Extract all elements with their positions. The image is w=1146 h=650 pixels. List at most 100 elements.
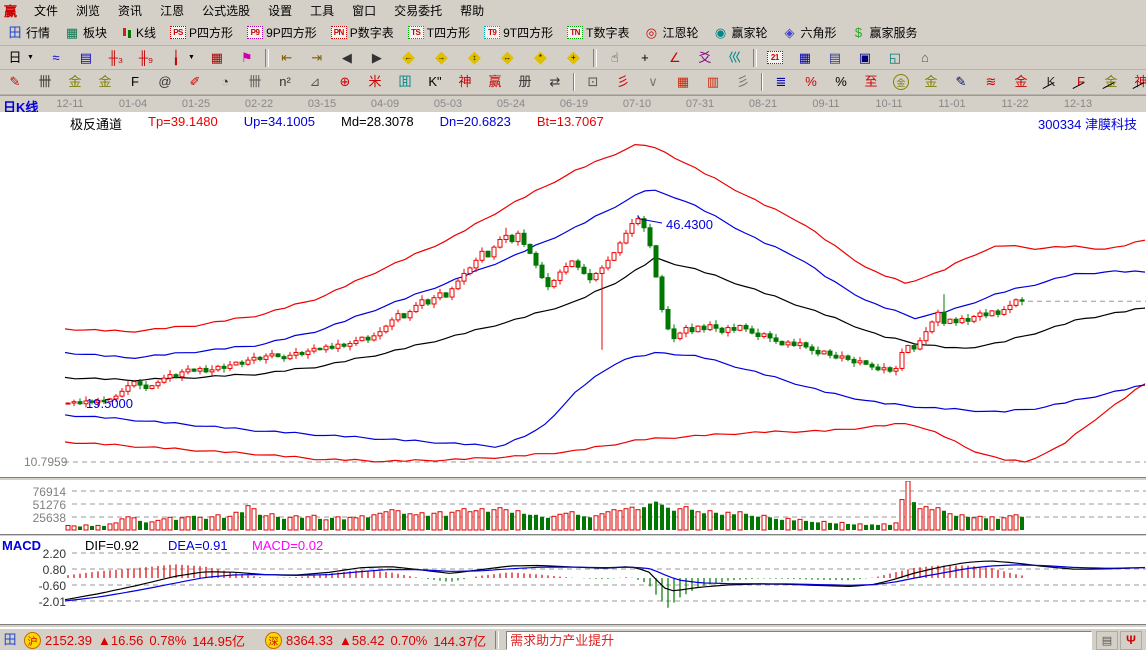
- period-day-dropdown-icon[interactable]: ▼: [27, 54, 34, 61]
- flag-mark-button[interactable]: ⚑: [233, 46, 261, 70]
- shen-grid-button[interactable]: 神: [451, 70, 479, 94]
- gold-circle-button[interactable]: 金: [887, 70, 915, 94]
- system-tool-button[interactable]: ⌂: [911, 46, 939, 70]
- gold-grid-2-button[interactable]: 金: [91, 70, 119, 94]
- k-notation-button[interactable]: K": [421, 70, 449, 94]
- grid-red-1-button[interactable]: ▦: [669, 70, 697, 94]
- web-square-button[interactable]: 囬: [391, 70, 419, 94]
- 9p-square-button[interactable]: P9 9P四方形: [241, 21, 323, 45]
- tool-teal-button[interactable]: 巛: [721, 46, 749, 70]
- v-lines-button[interactable]: ∨: [639, 70, 667, 94]
- t-number-table-button[interactable]: TN T数字表: [561, 21, 635, 45]
- macd-panel[interactable]: MACD DIF=0.92 DEA=0.91 MACD=0.02 2.20 0.…: [0, 537, 1146, 624]
- pencil-button[interactable]: ✎: [1, 70, 29, 94]
- bars-9-button[interactable]: ╫₉: [132, 46, 160, 70]
- page-prev-button[interactable]: ◀: [333, 46, 361, 70]
- pencil-2-button[interactable]: ✐: [181, 70, 209, 94]
- quotes-grid-icon[interactable]: 田: [3, 632, 17, 647]
- shanghai-badge-icon[interactable]: 沪: [24, 631, 41, 649]
- hand-drag-button[interactable]: ☝: [601, 46, 629, 70]
- percent-button[interactable]: %: [827, 70, 855, 94]
- t-square-button[interactable]: TS T四方形: [402, 21, 476, 45]
- 9t-square-button[interactable]: T9 9T四方形: [478, 21, 559, 45]
- news-ticker[interactable]: 需求助力产业提升: [506, 630, 1092, 650]
- sectors-button[interactable]: ▦ 板块: [58, 21, 113, 45]
- box-select-button[interactable]: ⊡: [579, 70, 607, 94]
- parallel-lines-button[interactable]: 彡: [729, 70, 757, 94]
- menu-item-tools[interactable]: 工具: [310, 3, 335, 18]
- menu-item-file[interactable]: 文件: [34, 3, 59, 18]
- wave-red-button[interactable]: ≋: [977, 70, 1005, 94]
- calculator-button[interactable]: ▦: [791, 46, 819, 70]
- gold-grid-1-button[interactable]: 金: [61, 70, 89, 94]
- kline-button[interactable]: K线: [115, 21, 162, 45]
- diamond-cross-button[interactable]: +: [558, 46, 589, 70]
- ying-grid-button[interactable]: 赢: [481, 70, 509, 94]
- zigzag-view-button[interactable]: ≈: [42, 46, 70, 70]
- menu-item-info[interactable]: 资讯: [118, 3, 143, 18]
- snapshot-button[interactable]: ◱: [881, 46, 909, 70]
- angle-shen-button[interactable]: 神: [1127, 70, 1146, 94]
- star-web-button[interactable]: 米: [361, 70, 389, 94]
- span-measure-button[interactable]: ⇄: [541, 70, 569, 94]
- menu-item-gann[interactable]: 江恩: [160, 3, 185, 18]
- shenzhen-badge-icon[interactable]: 深: [265, 631, 283, 649]
- panel-separator-2[interactable]: [0, 534, 1146, 537]
- tool-purple-button[interactable]: 爻: [691, 46, 719, 70]
- menu-item-formula-stock-pick[interactable]: 公式选股: [202, 3, 251, 18]
- gold-level-button[interactable]: 金: [917, 70, 945, 94]
- stats-bars-button[interactable]: ≣: [767, 70, 795, 94]
- diamond-horiz-button[interactable]: ↔: [492, 46, 523, 70]
- diamond-vert-button[interactable]: ↕: [459, 46, 490, 70]
- angle-k-button[interactable]: K: [1037, 70, 1065, 94]
- pattern-grid-button[interactable]: ▦: [203, 46, 231, 70]
- gann-wheel-button[interactable]: ◎ 江恩轮: [637, 21, 704, 45]
- angle-gold-button[interactable]: 金: [1097, 70, 1125, 94]
- angle-measure-button[interactable]: ∠: [661, 46, 689, 70]
- spiral-button[interactable]: @: [151, 70, 179, 94]
- menu-item-settings[interactable]: 设置: [268, 3, 293, 18]
- menu-item-browse[interactable]: 浏览: [76, 3, 101, 18]
- save-disk-button[interactable]: ▣: [851, 46, 879, 70]
- grid-red-2-button[interactable]: ▥: [699, 70, 727, 94]
- first-page-button[interactable]: ⇤: [273, 46, 301, 70]
- diamond-star-button[interactable]: *: [525, 46, 556, 70]
- info-panel-button[interactable]: ▤: [72, 46, 100, 70]
- menu-item-trade-order[interactable]: 交易委托: [394, 3, 443, 18]
- f-grid-button[interactable]: F: [121, 70, 149, 94]
- angle-f-button[interactable]: F: [1067, 70, 1095, 94]
- protractor-button[interactable]: ⊿: [301, 70, 329, 94]
- last-page-button[interactable]: ⇥: [303, 46, 331, 70]
- percent-red-button[interactable]: %: [797, 70, 825, 94]
- hexagon-button[interactable]: ◈ 六角形: [776, 21, 843, 45]
- winner-wheel-button[interactable]: ◉ 赢家轮: [706, 21, 773, 45]
- time-circle-button[interactable]: ◔: [211, 70, 239, 94]
- page-next-button[interactable]: ▶: [363, 46, 391, 70]
- calendar-21-button[interactable]: 21: [761, 46, 789, 70]
- red-fan-button[interactable]: 彡: [609, 70, 637, 94]
- diamond-left-button[interactable]: ←: [393, 46, 424, 70]
- volume-panel[interactable]: 76914 51276 25638: [0, 481, 1146, 534]
- notes-button[interactable]: ▤: [821, 46, 849, 70]
- p-number-table-button[interactable]: PN P数字表: [325, 21, 400, 45]
- line-grid-button[interactable]: 卌: [241, 70, 269, 94]
- n-square-button[interactable]: n²: [271, 70, 299, 94]
- p-square-button[interactable]: PS P四方形: [164, 21, 239, 45]
- brush-mark-button[interactable]: ✎: [947, 70, 975, 94]
- main-chart-panel[interactable]: 极反通道 Tp=39.1480 Up=34.1005 Md=28.3078 Dn…: [0, 112, 1146, 477]
- gold-red-button[interactable]: 金: [1007, 70, 1035, 94]
- abacus-button[interactable]: 册: [511, 70, 539, 94]
- winner-service-button[interactable]: $ 赢家服务: [845, 21, 924, 45]
- target-circle-button[interactable]: ⊕: [331, 70, 359, 94]
- menu-item-window[interactable]: 窗口: [352, 3, 377, 18]
- grid-lines-button[interactable]: 卌: [31, 70, 59, 94]
- panel-separator-1[interactable]: [0, 477, 1146, 481]
- zhi-level-button[interactable]: 至: [857, 70, 885, 94]
- bars-3-button[interactable]: ╫₃: [102, 46, 130, 70]
- candle-style-dropdown-icon[interactable]: ▼: [187, 54, 195, 61]
- crosshair-button[interactable]: +: [631, 46, 659, 70]
- candle-style-button[interactable]: ╽ ▼: [162, 46, 201, 70]
- menu-item-help[interactable]: 帮助: [460, 3, 485, 18]
- period-day-button[interactable]: 日 ▼: [1, 46, 40, 70]
- quotes-button[interactable]: 田行情: [1, 21, 56, 45]
